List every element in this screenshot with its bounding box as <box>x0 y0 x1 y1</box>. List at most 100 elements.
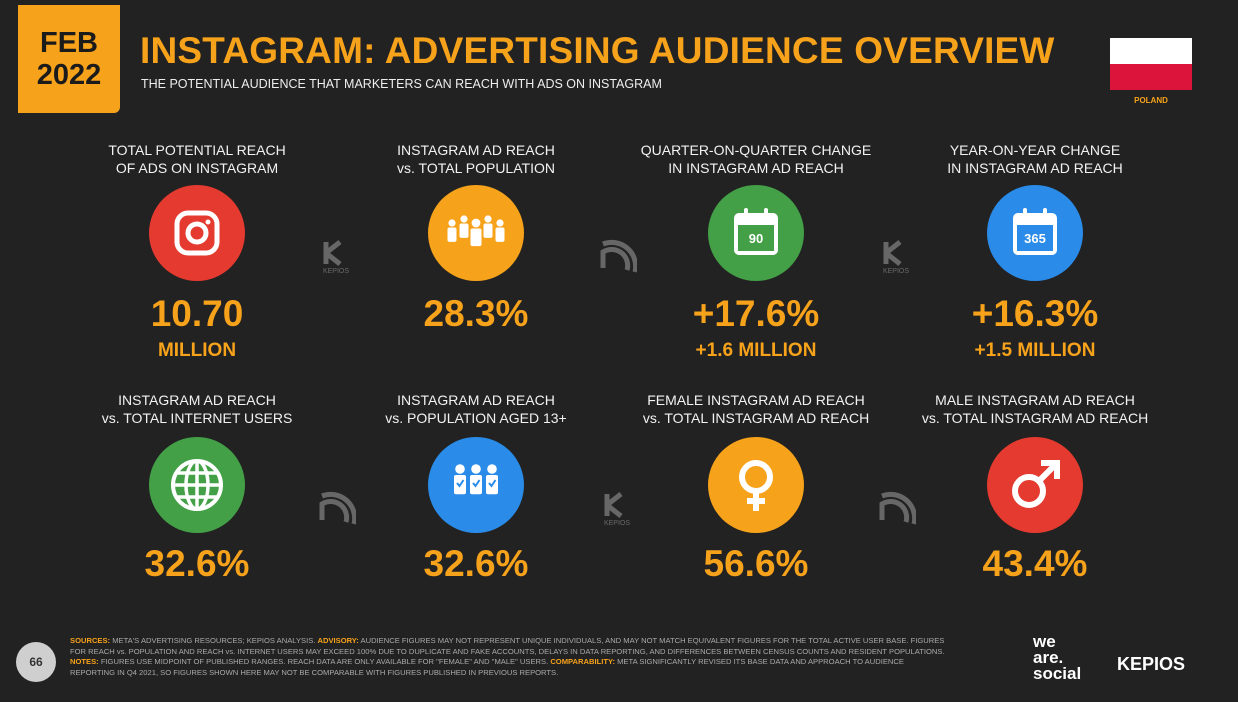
icon-part <box>472 479 481 488</box>
watermark: KEPIOS <box>323 240 349 275</box>
icon-part <box>1012 474 1046 508</box>
icon-part <box>455 464 465 474</box>
page-number: 66 <box>16 642 56 682</box>
label-line: QUARTER-ON-QUARTER CHANGE <box>640 142 872 158</box>
metric-icon <box>149 437 245 533</box>
watermark <box>600 239 637 273</box>
metric-icon: 365 <box>987 185 1083 281</box>
brand-line: are. <box>1033 648 1064 667</box>
metric-label: QUARTER-ON-QUARTER CHANGE IN INSTAGRAM AD… <box>626 141 886 177</box>
icon-glyph: 365 <box>1013 208 1057 255</box>
watermark-part <box>879 491 916 525</box>
label-line: TOTAL POTENTIAL REACH <box>108 142 286 158</box>
metric-label: INSTAGRAM AD REACH vs. POPULATION AGED 13… <box>346 391 606 427</box>
note-text: FIGURES USE MIDPOINT OF PUBLISHED RANGES… <box>98 657 551 667</box>
metric-icon <box>708 437 804 533</box>
icon-part <box>1041 460 1060 479</box>
watermark-text: KEPIOS <box>323 268 349 275</box>
label-line: INSTAGRAM AD REACH <box>118 392 276 408</box>
watermark-part <box>600 239 637 273</box>
label-line: INSTAGRAM AD REACH <box>397 142 555 158</box>
icon-part <box>738 225 774 251</box>
watermark-part <box>604 492 623 518</box>
metric-value: +17.6% <box>692 293 820 334</box>
icon-part <box>174 210 220 256</box>
metric-icon <box>149 185 245 281</box>
note-text: META SIGNIFICANTLY REVISED ITS BASE DATA… <box>70 657 904 677</box>
label-line: vs. POPULATION AGED 13+ <box>385 410 567 426</box>
icon-part <box>185 221 209 245</box>
metric-sub: +1.5 MILLION <box>974 340 1096 361</box>
icon-part <box>456 479 465 488</box>
metric-label: TOTAL POTENTIAL REACH OF ADS ON INSTAGRAM <box>67 141 327 177</box>
icon-glyph <box>171 459 223 511</box>
metric-label: MALE INSTAGRAM AD REACH vs. TOTAL INSTAGR… <box>905 391 1165 427</box>
note-label: NOTES: <box>70 657 99 667</box>
icon-part <box>447 227 457 242</box>
icon-part <box>496 219 504 227</box>
icon-part <box>744 208 748 217</box>
label-line: vs. TOTAL INSTAGRAM AD REACH <box>642 410 870 426</box>
brand-kepios: KEPIOS <box>1117 654 1186 674</box>
icon-part <box>448 219 456 227</box>
icon-part <box>460 215 468 223</box>
watermark: KEPIOS <box>883 240 909 275</box>
icon-glyph <box>1012 460 1060 508</box>
label-line: INSTAGRAM AD REACH <box>397 392 555 408</box>
note-label: SOURCES: <box>70 636 111 645</box>
icon-glyph <box>174 210 220 256</box>
icon-part <box>764 208 768 217</box>
watermark-part <box>883 240 902 266</box>
icon-part <box>484 215 492 223</box>
icon-glyph: 90 <box>734 208 778 255</box>
icon-circle <box>149 185 245 281</box>
label-line: OF ADS ON INSTAGRAM <box>115 160 279 176</box>
icon-part <box>470 228 482 247</box>
metric-icon <box>987 437 1083 533</box>
metric-value: 32.6% <box>144 543 250 584</box>
icon-glyph <box>739 460 773 511</box>
country: POLAND <box>1134 96 1168 105</box>
metric-icon <box>428 437 524 533</box>
calendar-number: 365 <box>1024 231 1046 246</box>
metric-sub: +1.6 MILLION <box>695 340 817 361</box>
date-box: FEB 2022 <box>18 5 120 113</box>
metric-icon: 90 <box>708 185 804 281</box>
note-label: COMPARABILITY: <box>550 657 615 667</box>
year: 2022 <box>36 59 102 91</box>
icon-part <box>1043 208 1047 217</box>
icon-part <box>487 464 497 474</box>
label-line: IN INSTAGRAM AD REACH <box>668 160 844 176</box>
month: FEB <box>40 27 98 59</box>
icon-part <box>1017 225 1053 251</box>
label-line: vs. TOTAL INSTAGRAM AD REACH <box>921 410 1149 426</box>
subtitle: THE POTENTIAL AUDIENCE THAT MARKETERS CA… <box>141 77 662 91</box>
icon-part <box>459 223 469 238</box>
label-line: FEMALE INSTAGRAM AD REACH <box>647 392 865 408</box>
icon-part <box>471 218 481 228</box>
note-label: ADVISORY: <box>317 636 359 645</box>
icon-part <box>495 227 505 242</box>
icon-part <box>471 464 481 474</box>
label-line: vs. TOTAL INTERNET USERS <box>101 410 293 426</box>
icon-circle <box>708 437 804 533</box>
metric-value: 43.4% <box>982 543 1088 584</box>
watermark <box>319 491 356 525</box>
icon-part <box>488 479 497 488</box>
watermark <box>879 491 916 525</box>
icon-glyph <box>454 464 498 495</box>
metric-value: 32.6% <box>423 543 529 584</box>
watermark-part <box>319 491 356 525</box>
note-text: AUDIENCE FIGURES MAY NOT REPRESENT UNIQU… <box>70 636 945 656</box>
icon-glyph <box>447 215 505 247</box>
title: INSTAGRAM: ADVERTISING AUDIENCE OVERVIEW <box>140 30 1055 71</box>
flag <box>1110 38 1192 90</box>
footnotes: SOURCES: META'S ADVERTISING RESOURCES; K… <box>70 636 950 678</box>
metric-value: +16.3% <box>971 293 1099 334</box>
icon-part <box>1036 462 1058 484</box>
metric-label: FEMALE INSTAGRAM AD REACH vs. TOTAL INSTA… <box>626 391 886 427</box>
metric-icon <box>428 185 524 281</box>
label-line: MALE INSTAGRAM AD REACH <box>935 392 1135 408</box>
